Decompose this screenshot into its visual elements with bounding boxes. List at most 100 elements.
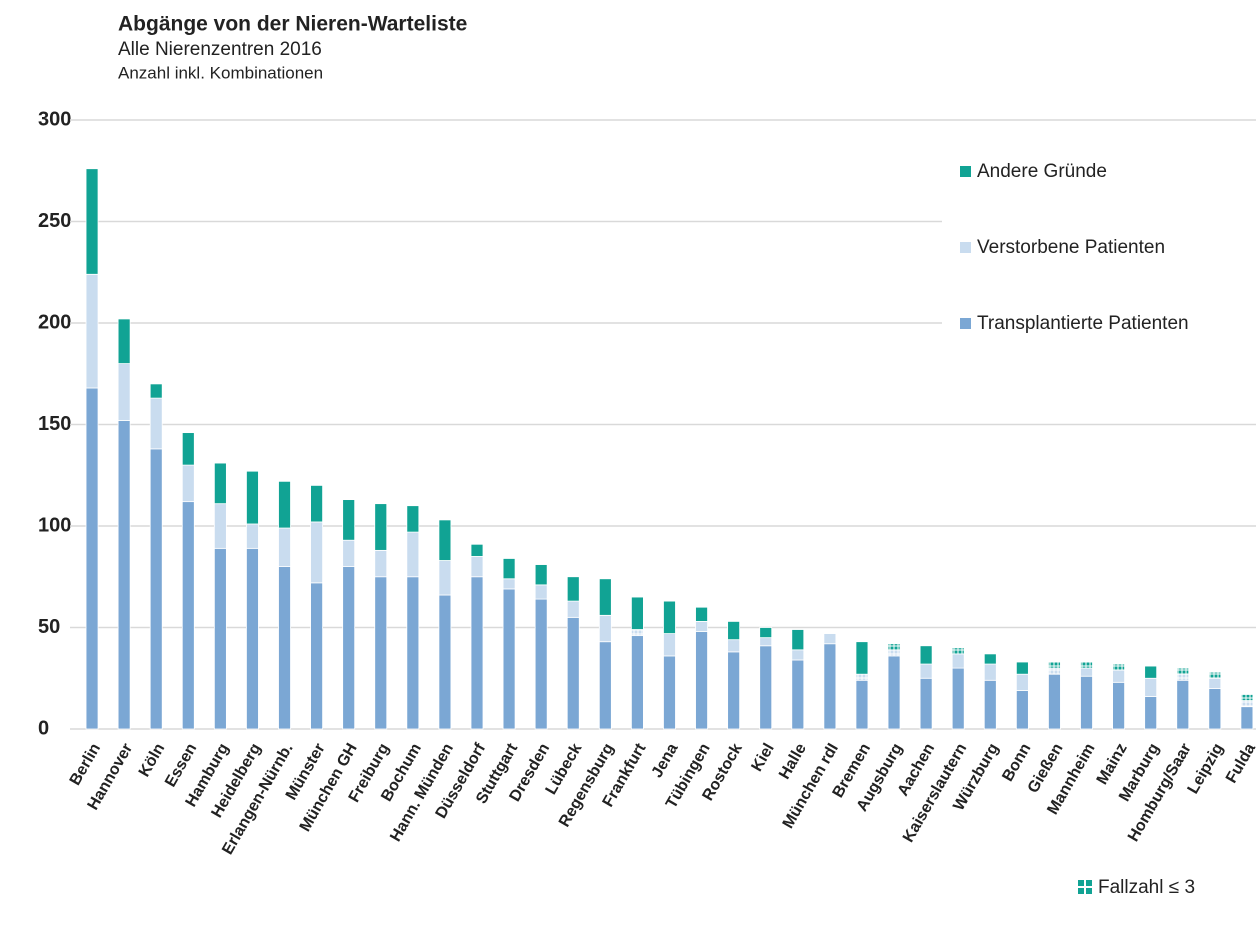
legend-label: Verstorbene Patienten xyxy=(977,237,1165,258)
bar-segment xyxy=(213,547,227,730)
bar-segment xyxy=(951,653,965,669)
bar-segment xyxy=(246,547,259,730)
x-tick-label: Fulda xyxy=(1223,741,1256,787)
bar-segment xyxy=(983,679,997,730)
bar-segment xyxy=(181,432,195,466)
bar-segment xyxy=(631,629,644,637)
x-tick-label: Jena xyxy=(649,741,682,781)
bar-segment xyxy=(887,655,901,730)
bar-segment xyxy=(887,649,901,657)
legend-label: Andere Gründe xyxy=(977,161,1107,182)
bar-segment xyxy=(374,503,388,551)
bar-segment xyxy=(598,614,612,643)
bar-segment xyxy=(1176,667,1190,675)
bar-segment xyxy=(438,519,452,561)
bar-segment xyxy=(342,566,356,730)
legend-swatch xyxy=(960,166,971,177)
bar-segment xyxy=(1144,665,1158,679)
bar-segment xyxy=(887,643,901,651)
bar-segment xyxy=(1208,671,1222,679)
bar-segment xyxy=(1048,667,1061,675)
legend-background xyxy=(942,135,1256,345)
bar-segment xyxy=(149,397,163,450)
bar-segment xyxy=(470,543,484,557)
bar-segment xyxy=(727,639,741,653)
bar-segment xyxy=(1208,677,1222,689)
bar-segment xyxy=(791,629,805,651)
bar-segment xyxy=(470,556,484,578)
bar-segment xyxy=(310,582,324,730)
bar-segment xyxy=(85,273,99,389)
bar-segment xyxy=(727,621,741,641)
bar-segment xyxy=(663,655,676,730)
bar-segment xyxy=(759,627,773,639)
x-tick-label: Kiel xyxy=(748,741,777,775)
bar-segment xyxy=(117,420,131,730)
bar-segment xyxy=(791,649,805,661)
bar-segment xyxy=(342,539,356,568)
bar-segment xyxy=(117,318,131,365)
bar-segment xyxy=(278,566,291,730)
bar-segment xyxy=(695,606,708,622)
bar-segment xyxy=(631,596,644,630)
bar-segment xyxy=(406,531,420,578)
bar-segment xyxy=(695,621,708,632)
bar-segment xyxy=(374,576,388,730)
bar-segment xyxy=(1015,661,1029,675)
chart-subtitle: Anzahl inkl. Kombinationen xyxy=(118,63,323,82)
bar-segment xyxy=(1240,694,1254,701)
bar-segment xyxy=(470,576,484,730)
bar-segment xyxy=(951,667,965,730)
legend-swatch xyxy=(960,318,971,329)
bar-segment xyxy=(1048,661,1061,669)
chart-title: Abgänge von der Nieren-Warteliste xyxy=(118,13,467,36)
bar-segment xyxy=(1240,700,1254,708)
bar-segment xyxy=(1048,673,1061,730)
bar-segment xyxy=(951,647,965,655)
bar-segment xyxy=(1080,667,1093,677)
y-tick-label: 0 xyxy=(38,717,49,739)
bar-segment xyxy=(1112,681,1125,730)
bar-segment xyxy=(1176,673,1190,681)
bar-segment xyxy=(406,576,420,730)
bar-segment xyxy=(791,659,805,730)
x-tick-label: Halle xyxy=(776,741,810,783)
bar-segment xyxy=(919,645,933,665)
bar-segment xyxy=(663,633,676,657)
bar-segment xyxy=(566,576,580,602)
bar-segment xyxy=(1080,675,1093,730)
bar-segment xyxy=(310,484,324,523)
bar-segment xyxy=(502,588,516,730)
bar-segment xyxy=(1240,706,1254,730)
bar-segment xyxy=(149,448,163,730)
bar-segment xyxy=(502,558,516,580)
bar-segment xyxy=(1208,688,1222,730)
bar-segment xyxy=(1144,677,1158,697)
y-tick-label: 50 xyxy=(38,616,60,638)
bar-segment xyxy=(823,633,837,645)
bar-segment xyxy=(855,673,869,681)
bar-segment xyxy=(727,651,741,730)
bar-segment xyxy=(534,564,548,586)
bar-segment xyxy=(438,560,452,596)
bar-segment xyxy=(759,645,773,730)
bar-segment xyxy=(181,464,195,503)
bar-segment xyxy=(213,503,227,549)
bar-segment xyxy=(695,631,708,730)
bar-segment xyxy=(1112,663,1125,671)
bar-segment xyxy=(1015,690,1029,730)
y-tick-label: 200 xyxy=(38,311,71,333)
bar-segment xyxy=(919,663,933,679)
bar-segment xyxy=(181,501,195,730)
bar-segment xyxy=(919,677,933,730)
bar-segment xyxy=(566,600,580,618)
bar-segment xyxy=(278,480,291,529)
bar-segment xyxy=(983,653,997,665)
bar-segment xyxy=(855,641,869,675)
bar-segment xyxy=(149,383,163,399)
bar-segment xyxy=(1176,679,1190,730)
bar-segment xyxy=(631,635,644,730)
bar-segment xyxy=(534,584,548,600)
legend-label: Transplantierte Patienten xyxy=(977,313,1189,334)
